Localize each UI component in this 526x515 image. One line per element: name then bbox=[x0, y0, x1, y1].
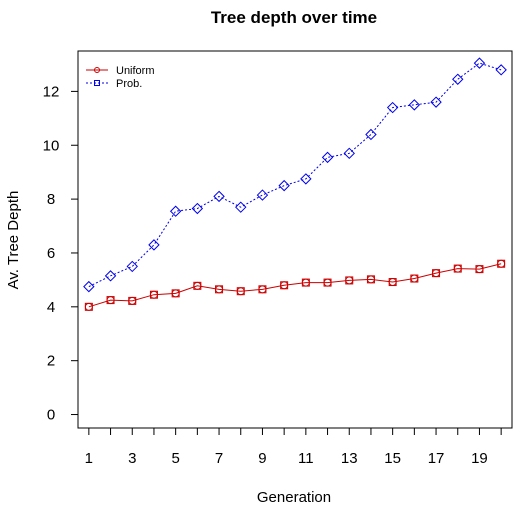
data-point bbox=[430, 96, 442, 108]
y-tick-label: 4 bbox=[47, 299, 55, 316]
data-point bbox=[321, 151, 334, 164]
legend-marker bbox=[94, 67, 100, 73]
data-point-circle bbox=[453, 264, 462, 273]
data-point-circle bbox=[236, 287, 245, 296]
data-point-circle bbox=[149, 290, 158, 299]
data-point-circle bbox=[128, 296, 137, 305]
x-tick-label: 1 bbox=[85, 450, 93, 467]
data-point bbox=[365, 128, 377, 141]
x-tick-label: 13 bbox=[341, 450, 358, 467]
data-point bbox=[408, 99, 421, 111]
data-point bbox=[256, 189, 269, 201]
x-axis: 1 3 5 7 9 11 13 15 17 19 bbox=[85, 428, 502, 467]
y-axis-label: Av. Tree Depth bbox=[5, 191, 22, 290]
data-point-circle bbox=[280, 281, 289, 290]
y-axis: 0 2 4 6 8 10 12 bbox=[43, 83, 78, 424]
legend-label: Prob. bbox=[116, 78, 142, 90]
data-point-circle bbox=[215, 285, 224, 294]
x-axis-label: Generation bbox=[257, 489, 331, 506]
x-tick-label: 3 bbox=[128, 450, 136, 467]
plot-frame bbox=[77, 50, 513, 429]
data-point bbox=[169, 205, 182, 217]
data-point bbox=[343, 147, 355, 160]
data-point-circle bbox=[106, 296, 115, 305]
data-point bbox=[213, 190, 225, 203]
data-point-circle bbox=[410, 274, 419, 283]
data-point bbox=[386, 101, 399, 114]
y-tick-label: 12 bbox=[43, 83, 60, 100]
data-point-circle bbox=[323, 278, 332, 287]
data-point-circle bbox=[366, 275, 375, 284]
legend-marker bbox=[94, 80, 100, 86]
data-point bbox=[191, 202, 204, 215]
data-point bbox=[104, 270, 117, 282]
series-line bbox=[88, 62, 502, 288]
data-point-circle bbox=[475, 265, 484, 274]
x-tick-label: 15 bbox=[384, 450, 401, 467]
y-tick-label: 0 bbox=[47, 407, 55, 424]
legend-label: Uniform bbox=[116, 65, 155, 77]
data-point-circle bbox=[258, 285, 267, 294]
data-point-circle bbox=[193, 281, 202, 290]
data-point bbox=[148, 239, 160, 251]
data-point bbox=[300, 173, 312, 185]
data-point-circle bbox=[171, 289, 180, 298]
data-point bbox=[235, 201, 247, 213]
data-point-circle bbox=[388, 278, 397, 287]
data-point bbox=[83, 280, 95, 293]
y-tick-label: 10 bbox=[43, 137, 60, 154]
y-tick-label: 6 bbox=[47, 245, 55, 262]
data-point-circle bbox=[432, 269, 441, 278]
x-tick-label: 17 bbox=[428, 450, 445, 467]
data-point bbox=[452, 73, 464, 85]
y-tick-label: 8 bbox=[47, 191, 55, 208]
data-point-circle bbox=[345, 276, 354, 285]
data-point bbox=[126, 260, 138, 273]
x-tick-label: 11 bbox=[298, 450, 314, 467]
x-tick-label: 19 bbox=[471, 450, 488, 467]
x-tick-label: 5 bbox=[171, 450, 179, 467]
data-point-circle bbox=[301, 278, 310, 287]
data-point-circle bbox=[497, 259, 506, 268]
data-point bbox=[473, 57, 486, 69]
x-tick-label: 7 bbox=[215, 450, 223, 467]
series-layer bbox=[83, 57, 507, 311]
data-point bbox=[278, 179, 290, 192]
y-tick-label: 2 bbox=[47, 353, 55, 370]
x-tick-label: 9 bbox=[258, 450, 266, 467]
data-point-circle bbox=[84, 302, 93, 311]
chart-title: Tree depth over time bbox=[211, 8, 377, 27]
data-point bbox=[495, 64, 507, 76]
